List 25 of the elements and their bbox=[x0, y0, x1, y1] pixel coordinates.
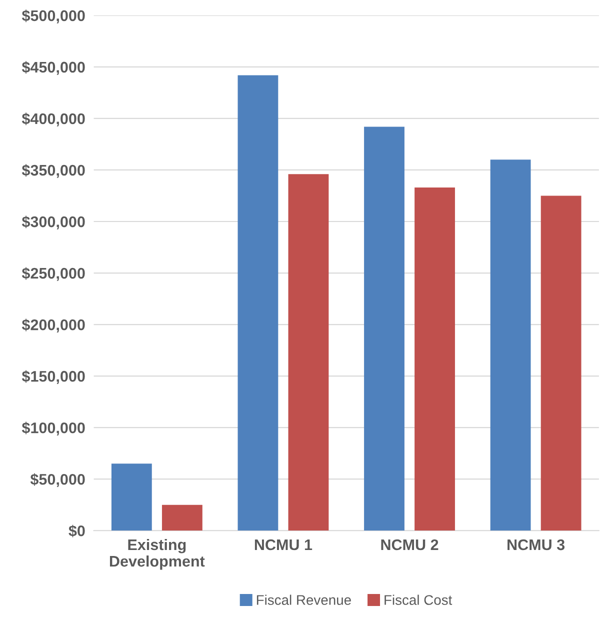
y-tick-label: $450,000 bbox=[22, 61, 85, 75]
legend-label: Fiscal Cost bbox=[384, 594, 452, 605]
y-tick-label: $50,000 bbox=[30, 473, 85, 487]
bar bbox=[490, 160, 531, 531]
y-tick-label: $400,000 bbox=[22, 112, 85, 126]
bar bbox=[238, 75, 278, 531]
legend-label: Fiscal Revenue bbox=[256, 594, 351, 605]
x-tick-label: NCMU 1 bbox=[254, 539, 312, 550]
y-tick-label: $150,000 bbox=[22, 370, 85, 384]
y-tick-label: $100,000 bbox=[22, 422, 85, 436]
bar bbox=[364, 126, 404, 531]
bar bbox=[540, 196, 582, 531]
x-tick-label: NCMU 2 bbox=[381, 539, 438, 550]
x-tick-label: NCMU 3 bbox=[508, 539, 565, 550]
bar bbox=[288, 174, 329, 531]
bar bbox=[111, 464, 152, 531]
x-tick-label: Existing Development bbox=[110, 538, 205, 570]
y-tick-label: $250,000 bbox=[22, 267, 85, 281]
bar bbox=[162, 504, 202, 531]
y-tick-label: $500,000 bbox=[22, 10, 85, 24]
y-tick-label: $350,000 bbox=[22, 164, 85, 178]
y-tick-label: $300,000 bbox=[22, 216, 85, 230]
y-tick-label: $0 bbox=[68, 524, 85, 538]
bar bbox=[414, 188, 455, 531]
y-tick-label: $200,000 bbox=[22, 318, 85, 332]
